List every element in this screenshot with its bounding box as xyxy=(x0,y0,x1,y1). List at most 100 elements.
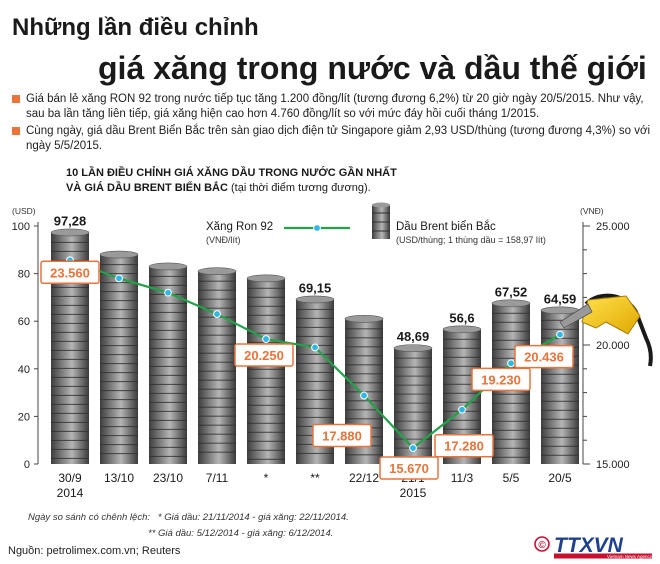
gasoline-point xyxy=(311,343,319,352)
right-tick-label: 15.000 xyxy=(596,459,630,471)
oil-barrel-top xyxy=(393,344,433,352)
gasoline-value-box xyxy=(379,456,439,480)
oil-barrel-top xyxy=(295,295,335,304)
x-tick-label: 13/10 xyxy=(104,471,134,485)
summary-bullets: Giá bán lẻ xăng RON 92 trong nước tiếp t… xyxy=(12,92,652,156)
left-tick-label: 20 xyxy=(18,411,30,423)
x-tick-label: * xyxy=(264,471,269,485)
oil-barrel-top xyxy=(442,325,482,334)
gasoline-point xyxy=(164,288,172,297)
gasoline-value-box xyxy=(434,433,494,458)
legend-gasoline-name: Xăng Ron 92 xyxy=(206,221,273,233)
gasoline-value-label: 20.250 xyxy=(244,348,284,363)
gasoline-value-label: 23.560 xyxy=(50,265,90,280)
gasoline-point xyxy=(556,330,564,339)
right-axis-unit: (VNĐ) xyxy=(580,206,604,216)
oil-barrel-body xyxy=(247,278,285,464)
x-tick-label: 30/9 xyxy=(58,471,82,485)
legend-gasoline-unit: (VNĐ/lít) xyxy=(206,235,241,245)
gasoline-point xyxy=(409,444,417,452)
oil-barrel xyxy=(246,274,286,464)
x-tick-label: 5/5 xyxy=(503,471,520,485)
oil-value-label: 56,6 xyxy=(449,310,474,325)
footnote-1: * Giá dầu: 21/11/2014 - giá xăng: 22/11/… xyxy=(157,512,349,523)
title-line-2: giá xăng trong nước và dầu thế giới xyxy=(98,50,647,86)
oil-value-label: 48,69 xyxy=(397,329,430,344)
oil-value-label: 69,15 xyxy=(299,280,332,295)
oil-barrel-top xyxy=(148,262,188,271)
right-tick-label: 20.000 xyxy=(596,340,630,352)
left-tick-label: 80 xyxy=(18,269,30,281)
oil-barrel xyxy=(148,262,188,464)
legend-oil-name: Dầu Brent biển Bắc xyxy=(396,220,496,233)
legend-oil-barrel-top xyxy=(372,202,390,208)
gasoline-point xyxy=(262,335,270,343)
gasoline-value-label: 17.280 xyxy=(444,439,484,454)
oil-barrel-body xyxy=(100,254,138,464)
bullet-square-icon xyxy=(12,95,20,103)
gasoline-value-label: 19.230 xyxy=(481,372,521,387)
fuel-nozzle-handle xyxy=(581,295,641,335)
oil-barrel-top xyxy=(540,306,580,315)
bullet-square-icon xyxy=(12,127,20,135)
right-tick-label: 25.000 xyxy=(596,221,630,233)
chart-heading-line1: 10 LẦN ĐIỀU CHỈNH GIÁ XĂNG DẦU TRONG NƯỚ… xyxy=(66,167,397,179)
gasoline-point xyxy=(213,310,221,318)
gasoline-value-box xyxy=(40,260,100,285)
oil-barrel-top xyxy=(50,228,90,237)
ttxvn-logo: © TTXVN Vietnam News Agency xyxy=(534,534,653,559)
svg-text:©: © xyxy=(538,540,546,551)
gasoline-value-box xyxy=(471,367,531,392)
footnote-intro: Ngày so sánh có chênh lệch: * Giá dầu: 2… xyxy=(28,512,349,523)
chart-heading-sub: (tại thời điểm tương đương). xyxy=(231,182,371,194)
bullet-item: Giá bán lẻ xăng RON 92 trong nước tiếp t… xyxy=(12,92,652,122)
oil-barrel-top xyxy=(344,315,384,323)
footnote-2: ** Giá dầu: 5/12/2014 - giá xăng: 6/12/2… xyxy=(148,528,334,539)
x-tick-label: 7/11 xyxy=(206,471,229,485)
oil-value-label: 97,28 xyxy=(54,213,87,228)
x-tick-label: 2015 xyxy=(400,486,427,500)
gasoline-value-label: 20.436 xyxy=(524,350,564,365)
source: Nguồn: petrolimex.com.vn; Reuters xyxy=(8,545,181,557)
chart-heading: 10 LẦN ĐIỀU CHỈNH GIÁ XĂNG DẦU TRONG NƯỚ… xyxy=(66,166,397,196)
gasoline-point xyxy=(360,391,368,400)
gasoline-point xyxy=(458,405,466,414)
legend-oil-barrel-icon xyxy=(372,202,390,239)
fuel-nozzle-icon xyxy=(559,293,653,367)
oil-barrel-body xyxy=(149,266,187,464)
oil-value-label: 64,59 xyxy=(544,291,577,306)
x-tick-label: 23/10 xyxy=(153,471,183,485)
gasoline-value-box xyxy=(312,423,372,448)
x-tick-label: 2014 xyxy=(57,486,84,500)
oil-barrel-top xyxy=(99,250,139,259)
title-line-1: Những lần điều chỉnh xyxy=(12,14,259,41)
fuel-nozzle-spout xyxy=(559,303,593,329)
svg-text:TTXVN: TTXVN xyxy=(554,534,624,557)
left-tick-label: 60 xyxy=(18,316,30,328)
gasoline-value-label: 15.670 xyxy=(389,461,429,476)
x-tick-label: ** xyxy=(310,471,320,485)
left-tick-label: 0 xyxy=(24,459,30,471)
left-axis-unit: (USD) xyxy=(12,206,36,216)
legend-gasoline-marker xyxy=(313,224,321,232)
oil-barrel-top xyxy=(246,274,286,283)
legend-oil-unit: (USD/thùng; 1 thùng dầu = 158,97 lít) xyxy=(396,235,546,245)
oil-barrel xyxy=(197,267,237,464)
oil-barrel-top xyxy=(197,267,237,276)
gasoline-point xyxy=(507,359,515,368)
gasoline-point xyxy=(115,274,123,283)
gasoline-value-box xyxy=(514,344,574,369)
gasoline-value-label: 17.880 xyxy=(322,428,362,443)
left-tick-label: 100 xyxy=(12,221,30,233)
oil-barrel-body xyxy=(198,271,236,464)
oil-value-label: 67,52 xyxy=(495,284,528,299)
x-tick-label: 11/3 xyxy=(451,471,474,485)
gasoline-value-box xyxy=(234,343,294,367)
oil-barrel-top xyxy=(491,299,531,308)
chart-heading-line2: VÀ GIÁ DẦU BRENT BIỂN BẮC xyxy=(66,182,228,194)
left-tick-label: 40 xyxy=(18,364,30,376)
svg-text:Vietnam News Agency: Vietnam News Agency xyxy=(607,554,653,559)
x-tick-label: 22/12 xyxy=(349,471,379,485)
oil-barrel xyxy=(540,306,580,464)
